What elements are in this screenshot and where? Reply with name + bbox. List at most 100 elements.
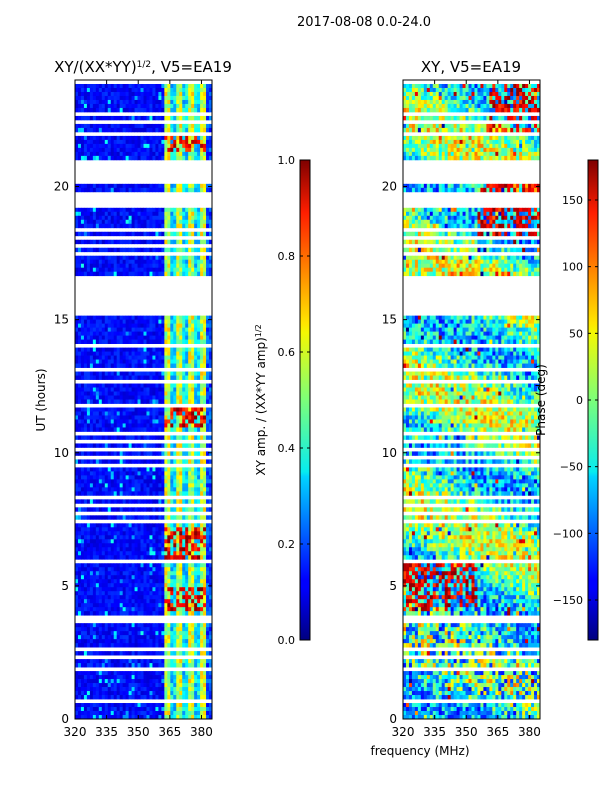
- amp-heatmap-cell: [161, 411, 165, 416]
- amp-heatmap-cell: [197, 499, 201, 504]
- amp-heatmap-cell: [146, 83, 150, 89]
- amp-heatmap-cell: [107, 135, 112, 141]
- amp-heatmap-cell: [170, 623, 174, 628]
- amp-heatmap-cell: [200, 683, 204, 688]
- amp-heatmap-cell: [146, 603, 150, 608]
- amp-heatmap-cell: [113, 583, 118, 588]
- amp-heatmap-cell: [179, 415, 183, 420]
- amp-heatmap-cell: [137, 399, 141, 404]
- amp-heatmap-cell: [152, 107, 156, 113]
- amp-heatmap-cell: [119, 407, 124, 412]
- amp-heatmap-cell: [125, 459, 130, 464]
- amp-heatmap-cell: [80, 683, 85, 688]
- amp-heatmap-cell: [104, 155, 109, 161]
- amp-heatmap-cell: [137, 231, 141, 237]
- amp-heatmap-cell: [140, 319, 144, 325]
- amp-heatmap-cell: [77, 683, 82, 688]
- amp-heatmap-cell: [98, 327, 103, 332]
- amp-heatmap-cell: [209, 271, 213, 277]
- amp-heatmap-cell: [143, 375, 147, 380]
- amp-heatmap-cell: [146, 339, 150, 344]
- amp-heatmap-row: [75, 327, 213, 332]
- amp-heatmap-cell: [203, 359, 207, 364]
- amp-heatmap-cell: [179, 595, 183, 600]
- amp-heatmap-cell: [110, 675, 115, 680]
- amp-heatmap-cell: [176, 211, 180, 217]
- amp-heatmap-cell: [158, 419, 162, 424]
- amp-heatmap-cell: [116, 603, 121, 608]
- amp-heatmap-cell: [140, 491, 144, 496]
- amp-heatmap-cell: [167, 459, 171, 464]
- amp-heatmap-cell: [137, 583, 141, 588]
- amp-heatmap-cell: [131, 383, 135, 388]
- amp-heatmap-cell: [188, 535, 192, 540]
- amp-heatmap-cell: [191, 187, 195, 193]
- amp-heatmap-cell: [89, 675, 94, 680]
- amp-heatmap-cell: [155, 571, 159, 576]
- amp-heatmap-cell: [83, 603, 88, 608]
- amp-heatmap-row: [75, 607, 213, 612]
- amp-heatmap-cell: [89, 215, 94, 221]
- amp-heatmap-cell: [122, 215, 127, 221]
- amp-heatmap-cell: [80, 467, 85, 472]
- amp-heatmap-cell: [140, 631, 144, 636]
- amp-heatmap-cell: [104, 527, 109, 532]
- amp-heatmap-cell: [164, 607, 168, 612]
- amp-heatmap-cell: [110, 319, 115, 325]
- amp-heatmap-cell: [164, 603, 168, 608]
- amp-heatmap-cell: [197, 471, 201, 476]
- amp-heatmap-cell: [119, 635, 124, 640]
- amp-heatmap-cell: [116, 567, 121, 572]
- amp-heatmap-cell: [176, 207, 180, 213]
- amp-heatmap-cell: [194, 391, 198, 396]
- amp-heatmap-cell: [209, 555, 213, 560]
- amp-heatmap-cell: [194, 151, 198, 157]
- amp-heatmap-cell: [95, 579, 100, 584]
- amp-heatmap-cell: [125, 587, 130, 592]
- amp-heatmap-cell: [77, 255, 82, 261]
- amp-heatmap-cell: [122, 207, 127, 213]
- amp-heatmap-cell: [200, 91, 204, 97]
- amp-heatmap-cell: [98, 451, 103, 456]
- amp-heatmap-cell: [176, 375, 180, 380]
- amp-heatmap-cell: [110, 363, 115, 368]
- amp-heatmap-cell: [92, 255, 97, 261]
- amp-heatmap-cell: [119, 315, 124, 321]
- amp-heatmap-cell: [95, 639, 100, 644]
- amp-heatmap-cell: [140, 443, 144, 448]
- amp-heatmap-cell: [188, 255, 192, 261]
- amp-heatmap-cell: [173, 671, 177, 676]
- amp-heatmap-cell: [203, 267, 207, 273]
- amp-heatmap-cell: [143, 623, 147, 628]
- amp-heatmap-cell: [185, 375, 189, 380]
- amp-heatmap-cell: [98, 563, 103, 568]
- amp-heatmap-row: [75, 443, 213, 448]
- amp-heatmap-cell: [155, 435, 159, 440]
- amp-heatmap-cell: [188, 607, 192, 612]
- amp-heatmap-cell: [206, 135, 210, 141]
- amp-heatmap-cell: [116, 271, 121, 277]
- amp-heatmap-cell: [170, 247, 174, 253]
- amp-heatmap-cell: [194, 451, 198, 456]
- amp-heatmap-cell: [113, 327, 118, 332]
- amp-heatmap-cell: [182, 347, 186, 352]
- amp-heatmap-cell: [164, 515, 168, 520]
- amp-heatmap-cell: [92, 587, 97, 592]
- amp-heatmap-cell: [92, 651, 97, 656]
- amp-heatmap-cell: [92, 183, 97, 189]
- amp-heatmap-cell: [140, 567, 144, 572]
- amp-heatmap-cell: [152, 319, 156, 325]
- amp-heatmap-cell: [107, 219, 112, 225]
- amp-heatmap-cell: [131, 103, 135, 109]
- amp-heatmap-cell: [206, 103, 210, 109]
- amp-heatmap-cell: [101, 411, 106, 416]
- amp-heatmap-cell: [179, 551, 183, 556]
- amp-heatmap-cell: [173, 423, 177, 428]
- amp-heatmap-cell: [200, 643, 204, 648]
- amp-heatmap-cell: [92, 595, 97, 600]
- amp-heatmap-cell: [152, 591, 156, 596]
- amp-heatmap-cell: [80, 487, 85, 492]
- amp-heatmap-cell: [128, 91, 132, 97]
- amp-heatmap-cell: [104, 643, 109, 648]
- amp-heatmap-cell: [143, 599, 147, 604]
